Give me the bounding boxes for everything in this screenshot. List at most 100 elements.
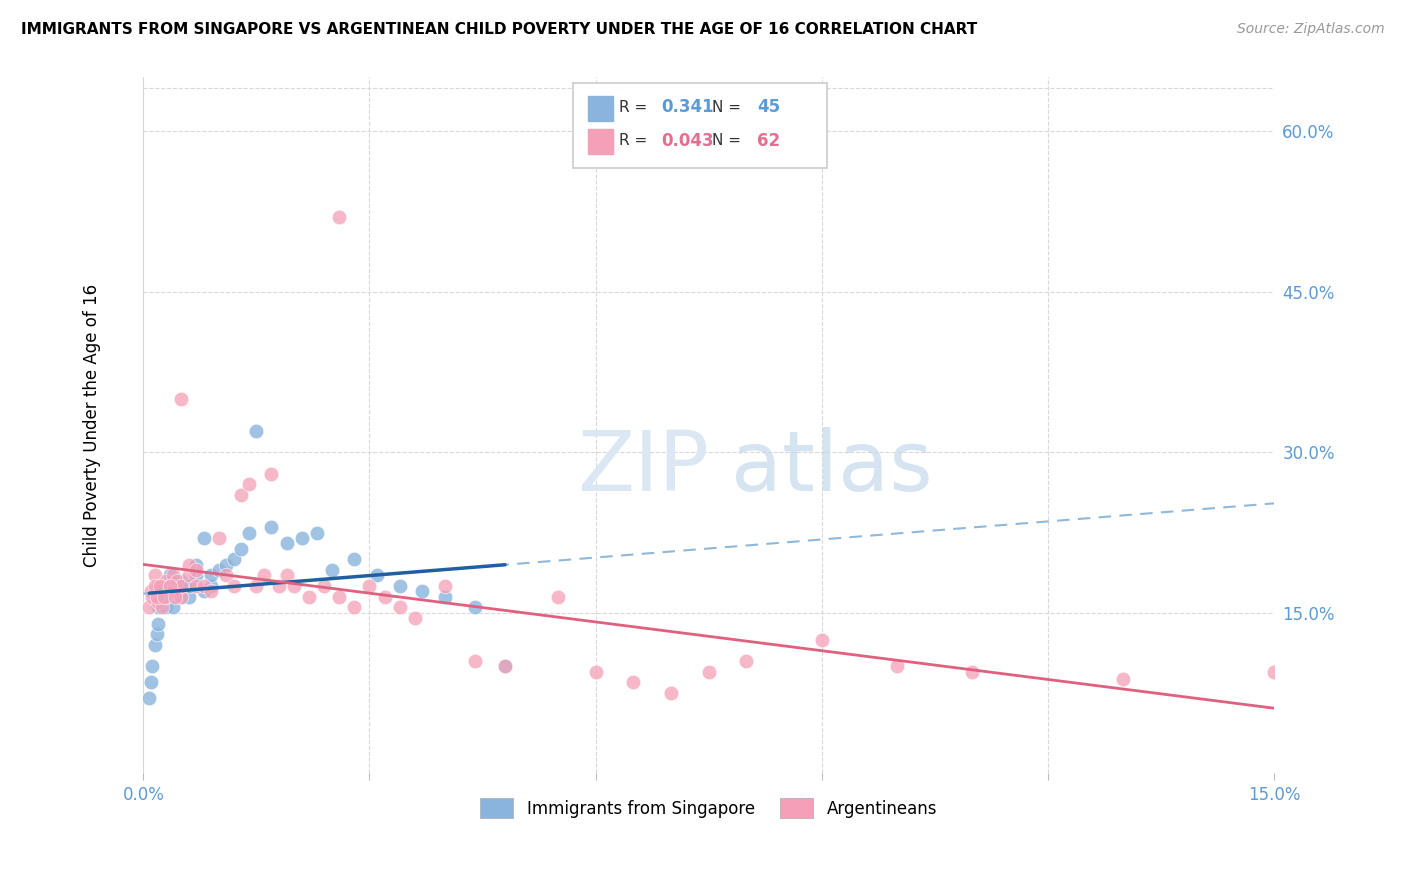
Point <box>621 675 644 690</box>
Point <box>253 568 276 582</box>
Point <box>404 611 426 625</box>
Point <box>298 590 321 604</box>
Point <box>260 520 283 534</box>
Point <box>433 579 456 593</box>
Point <box>159 579 181 593</box>
Text: R =: R = <box>619 100 652 115</box>
Point <box>1112 672 1135 686</box>
Point <box>238 477 260 491</box>
Text: ZIP: ZIP <box>576 426 709 508</box>
Text: 45: 45 <box>758 98 780 116</box>
Point <box>148 579 170 593</box>
Point <box>464 654 486 668</box>
Point <box>697 665 720 679</box>
Point <box>138 691 160 706</box>
Point <box>215 558 238 572</box>
Point <box>343 552 366 566</box>
Point <box>962 665 984 679</box>
Point <box>276 536 298 550</box>
FancyBboxPatch shape <box>574 83 827 168</box>
Point <box>139 675 162 690</box>
Point <box>162 584 184 599</box>
Point <box>159 568 181 582</box>
Point <box>373 590 395 604</box>
Point <box>388 600 411 615</box>
Point <box>184 568 207 582</box>
Point <box>177 558 200 572</box>
Point <box>149 595 172 609</box>
Point <box>494 659 516 673</box>
Point <box>184 579 207 593</box>
Point <box>163 579 186 593</box>
Point <box>215 568 238 582</box>
Text: IMMIGRANTS FROM SINGAPORE VS ARGENTINEAN CHILD POVERTY UNDER THE AGE OF 16 CORRE: IMMIGRANTS FROM SINGAPORE VS ARGENTINEAN… <box>21 22 977 37</box>
Point <box>139 584 162 599</box>
Point <box>260 467 283 481</box>
Point <box>238 525 260 540</box>
Point <box>328 590 350 604</box>
Point <box>146 627 169 641</box>
Text: Source: ZipAtlas.com: Source: ZipAtlas.com <box>1237 22 1385 37</box>
Point <box>143 638 166 652</box>
Point <box>170 392 193 406</box>
Point <box>659 686 682 700</box>
Point <box>184 563 207 577</box>
Point <box>170 574 193 588</box>
Point <box>305 525 328 540</box>
Point <box>433 590 456 604</box>
Point <box>155 574 177 588</box>
Point <box>585 665 607 679</box>
Point <box>359 579 381 593</box>
Point <box>141 590 163 604</box>
Point <box>245 424 267 438</box>
Point <box>141 659 163 673</box>
Point <box>547 590 569 604</box>
Text: 0.043: 0.043 <box>661 132 714 150</box>
Point <box>155 590 177 604</box>
Point <box>150 584 173 599</box>
Point <box>1263 665 1285 679</box>
Point <box>245 579 267 593</box>
Point <box>735 654 758 668</box>
Text: atlas: atlas <box>731 426 934 508</box>
Point <box>155 600 177 615</box>
Point <box>283 579 305 593</box>
Point <box>193 584 215 599</box>
Point <box>143 579 166 593</box>
Point <box>267 579 290 593</box>
Text: Child Poverty Under the Age of 16: Child Poverty Under the Age of 16 <box>83 284 101 567</box>
Point <box>159 579 181 593</box>
Point <box>177 579 200 593</box>
Point <box>411 584 433 599</box>
Point <box>163 590 186 604</box>
Text: 0.341: 0.341 <box>661 98 714 116</box>
Point <box>200 584 222 599</box>
Bar <box>588 129 613 154</box>
Point <box>208 531 231 545</box>
Point <box>231 488 253 502</box>
Point <box>170 590 193 604</box>
Point <box>155 590 177 604</box>
Point <box>146 590 169 604</box>
Point <box>464 600 486 615</box>
Text: R =: R = <box>619 133 652 148</box>
Point <box>148 616 170 631</box>
Point <box>173 579 195 593</box>
Point <box>222 552 245 566</box>
Point <box>321 563 343 577</box>
Point <box>494 659 516 673</box>
Point <box>148 595 170 609</box>
Point <box>138 600 160 615</box>
Point <box>276 568 298 582</box>
Legend: Immigrants from Singapore, Argentineans: Immigrants from Singapore, Argentineans <box>474 792 943 824</box>
Point <box>153 590 176 604</box>
Point <box>314 579 336 593</box>
Point <box>231 541 253 556</box>
Point <box>156 579 179 593</box>
Bar <box>588 95 613 120</box>
Point <box>177 590 200 604</box>
Point <box>366 568 388 582</box>
Point <box>149 579 172 593</box>
Point <box>810 632 832 647</box>
Point <box>166 574 188 588</box>
